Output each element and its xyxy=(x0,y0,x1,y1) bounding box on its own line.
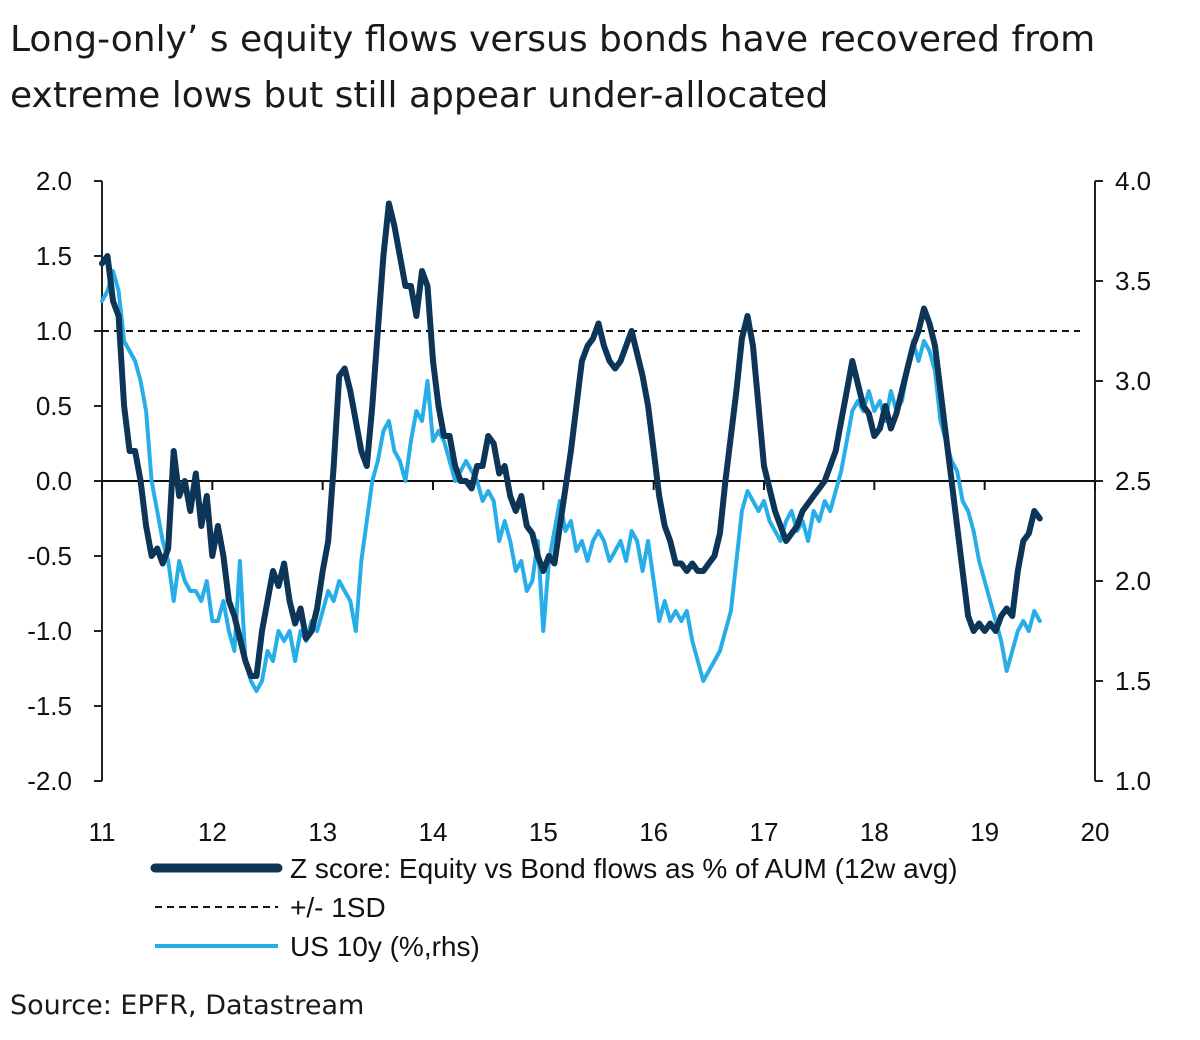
right-axis-tick-label: 1.0 xyxy=(1115,766,1151,796)
chart-area: -2.0 -1.5 -1.0 -0.5 0.0 0.5 1.0 1.5 2.0 1.0 1.5 2.0… xyxy=(27,166,1151,962)
x-axis-tick-label: 15 xyxy=(529,817,558,847)
x-axis-tick-label: 13 xyxy=(308,817,337,847)
x-axis-tick-label: 14 xyxy=(419,817,448,847)
left-axis-tick-label: 1.5 xyxy=(36,241,72,271)
x-axis-tick-label: 11 xyxy=(89,817,116,847)
zscore-line xyxy=(99,200,1043,679)
left-axis-tick-label: -2.0 xyxy=(27,766,72,796)
legend-label: +/- 1SD xyxy=(290,892,386,923)
legend-label: US 10y (%,rhs) xyxy=(290,931,480,962)
left-axis-tick-label: -1.5 xyxy=(27,691,72,721)
x-axis-tick-label: 19 xyxy=(970,817,999,847)
x-axis-tick-label: 16 xyxy=(639,817,668,847)
left-axis-tick-label: 2.0 xyxy=(36,166,72,196)
source-note: Source: EPFR, Datastream xyxy=(10,990,365,1021)
right-axis-tick-label: 2.5 xyxy=(1115,466,1151,496)
right-axis-tick-label: 1.5 xyxy=(1115,666,1151,696)
right-axis-tick-label: 4.0 xyxy=(1115,166,1151,196)
left-axis-tick-label: 0.0 xyxy=(36,466,72,496)
x-axis-tick-label: 20 xyxy=(1081,817,1110,847)
left-axis-tick-label: -1.0 xyxy=(27,616,72,646)
x-axis-tick-label: 18 xyxy=(860,817,889,847)
legend-label: Z score: Equity vs Bond flows as % of AU… xyxy=(290,853,958,884)
x-axis-tick-label: 17 xyxy=(750,817,779,847)
x-axis-tick-label: 12 xyxy=(198,817,227,847)
chart-title: Long-only’ s equity flows versus bonds h… xyxy=(10,19,1096,116)
left-axis-tick-label: 1.0 xyxy=(36,316,72,346)
right-axis-tick-label: 3.0 xyxy=(1115,366,1151,396)
left-axis-tick-label: 0.5 xyxy=(36,391,72,421)
right-axis-tick-label: 2.0 xyxy=(1115,566,1151,596)
right-axis-tick-label: 3.5 xyxy=(1115,266,1151,296)
left-axis-tick-label: -0.5 xyxy=(27,541,72,571)
